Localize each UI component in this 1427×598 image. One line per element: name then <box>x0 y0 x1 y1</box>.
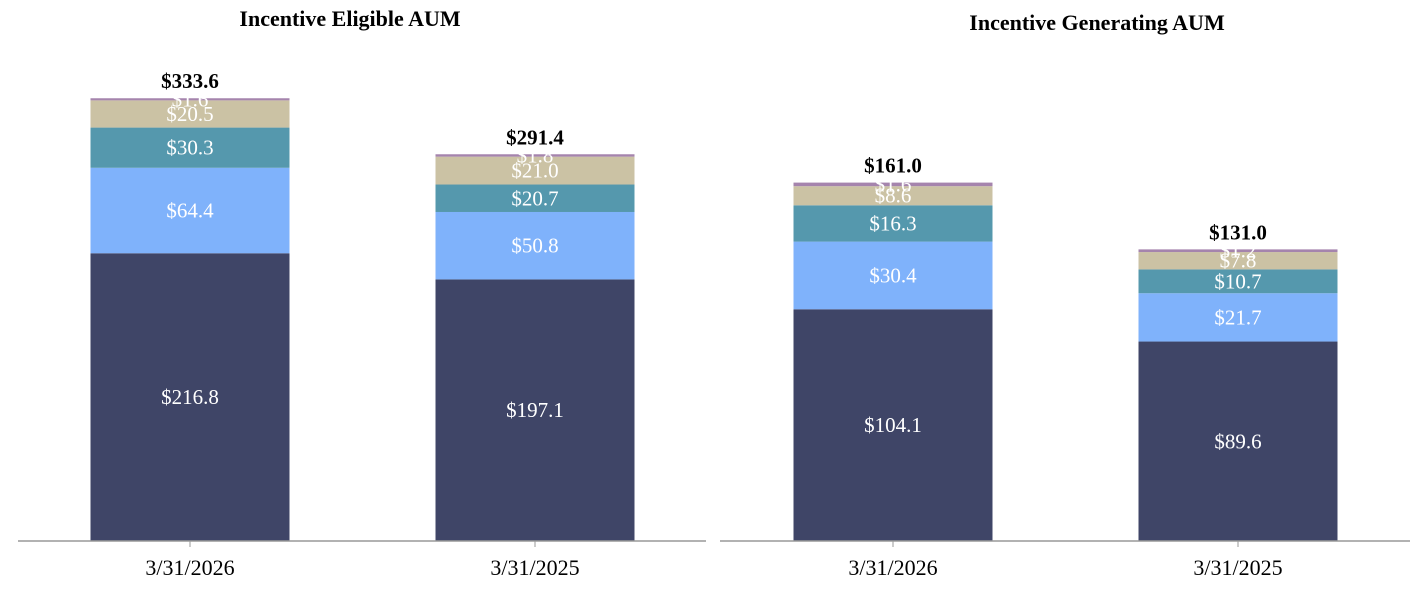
bar-segment <box>90 98 290 101</box>
bar-segment <box>90 127 290 168</box>
bar-segment <box>793 182 993 187</box>
data-label: $1.6 <box>172 87 209 111</box>
bar-segment <box>435 156 635 185</box>
bar-segment <box>793 309 993 541</box>
data-label: $1.6 <box>875 172 912 196</box>
data-label: $216.8 <box>161 385 219 409</box>
bar-segment <box>1138 252 1338 270</box>
data-label: $1.2 <box>1220 239 1257 263</box>
data-label: $50.8 <box>511 234 558 258</box>
x-tick-label: 3/31/2026 <box>848 555 937 580</box>
data-label: $64.4 <box>166 199 214 223</box>
data-label: $8.6 <box>875 184 912 208</box>
data-label: $21.7 <box>1214 305 1261 329</box>
total-label: $333.6 <box>161 69 219 93</box>
bar-segment <box>793 205 993 242</box>
x-tick-label: 3/31/2025 <box>1193 555 1282 580</box>
data-label: $30.4 <box>869 263 917 287</box>
x-tick-label: 3/31/2026 <box>145 555 234 580</box>
total-label: $131.0 <box>1209 220 1267 244</box>
bar-segment <box>435 184 635 212</box>
bar-segment <box>1138 341 1338 541</box>
data-label: $30.3 <box>166 136 213 160</box>
bar-segment <box>435 279 635 541</box>
bar-segment <box>90 253 290 541</box>
bar-segment <box>793 186 993 206</box>
data-label: $197.1 <box>506 398 564 422</box>
data-label: $104.1 <box>864 413 922 437</box>
data-label: $7.8 <box>1220 249 1257 273</box>
bar-segment <box>1138 293 1338 342</box>
data-label: $1.8 <box>517 143 554 167</box>
chart-title: Incentive Generating AUM <box>969 10 1225 35</box>
data-label: $16.3 <box>869 211 916 235</box>
bar-segment <box>793 241 993 310</box>
bar-segment <box>435 154 635 157</box>
x-tick-label: 3/31/2025 <box>490 555 579 580</box>
bar-segment <box>90 100 290 128</box>
total-label: $291.4 <box>506 125 564 149</box>
data-label: $89.6 <box>1214 429 1261 453</box>
bar-segment <box>1138 249 1338 253</box>
bar-segment <box>90 167 290 254</box>
chart-panel-1: Incentive Eligible AUM $216.8 $64.4 $30.3 $2… <box>18 6 706 580</box>
data-label: $10.7 <box>1214 269 1261 293</box>
total-label: $161.0 <box>864 154 922 178</box>
chart-title: Incentive Eligible AUM <box>239 6 460 31</box>
chart-panel-2: Incentive Generating AUM $104.1 $30.4 $16.3… <box>720 10 1410 580</box>
data-label: $20.5 <box>166 102 213 126</box>
data-label: $20.7 <box>511 186 558 210</box>
bar-segment <box>435 211 635 280</box>
data-label: $21.0 <box>511 159 558 183</box>
bar-segment <box>1138 269 1338 294</box>
